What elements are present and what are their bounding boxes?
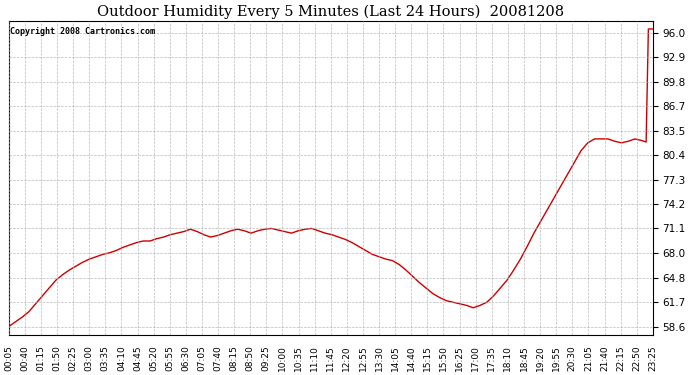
Text: Copyright 2008 Cartronics.com: Copyright 2008 Cartronics.com <box>10 27 155 36</box>
Title: Outdoor Humidity Every 5 Minutes (Last 24 Hours)  20081208: Outdoor Humidity Every 5 Minutes (Last 2… <box>97 4 564 18</box>
